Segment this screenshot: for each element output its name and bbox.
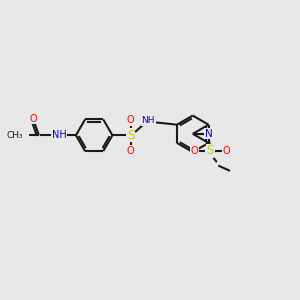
Text: NH: NH (52, 130, 67, 140)
Text: O: O (190, 146, 198, 156)
Text: CH₃: CH₃ (6, 131, 23, 140)
Text: O: O (127, 115, 134, 125)
Text: O: O (222, 146, 230, 156)
Text: O: O (29, 113, 37, 124)
Text: S: S (206, 144, 214, 158)
Text: NH: NH (142, 116, 155, 125)
Text: S: S (127, 129, 134, 142)
Text: N: N (205, 129, 212, 139)
Text: O: O (127, 146, 134, 156)
